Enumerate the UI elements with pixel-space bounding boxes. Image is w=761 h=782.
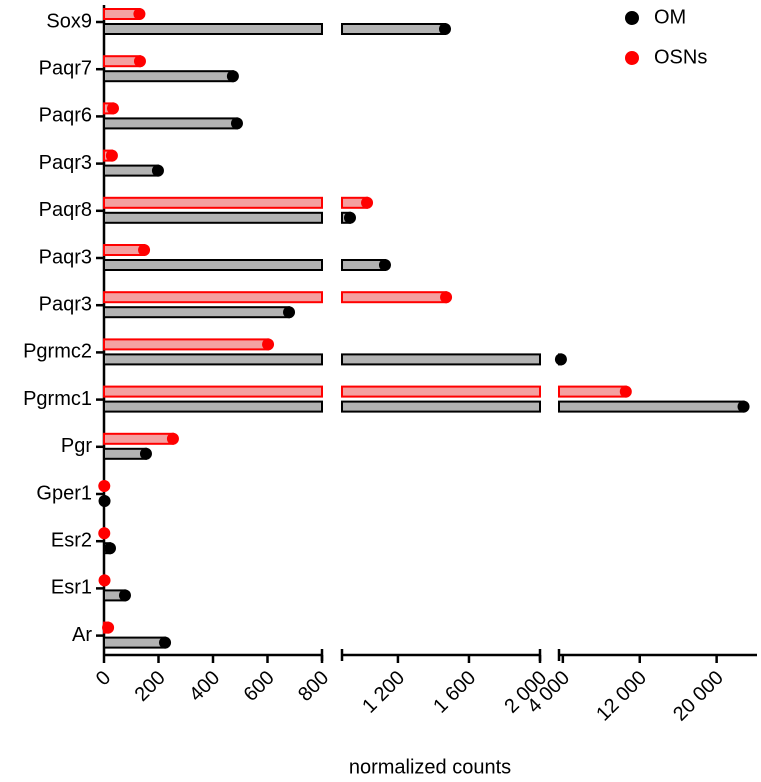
bar [103,164,159,177]
y-tick-label: Ar [72,624,92,646]
point [378,259,391,271]
bar [341,23,446,35]
point [159,636,172,649]
point [151,164,164,177]
point [139,447,152,460]
bar [341,259,386,271]
y-tick-label: Paqr3 [39,293,92,315]
point [98,480,111,492]
point [737,400,750,413]
point [102,621,115,634]
bar [103,291,323,304]
legend-marker [625,51,639,65]
bar [341,400,541,413]
point [133,8,146,20]
bar [103,432,174,445]
point [440,291,453,304]
point [438,23,451,35]
bar [103,306,291,319]
point [98,495,111,507]
point [133,55,146,68]
bar [103,259,323,271]
x-tick-label: 12 000 [592,667,651,726]
point [619,385,632,398]
point [361,196,374,209]
y-tick-label: Paqr3 [39,246,92,268]
bar [103,447,147,460]
point [98,574,111,587]
point [138,244,151,256]
bar [341,385,541,398]
y-tick-label: Gper1 [36,482,92,504]
point [105,149,118,162]
y-tick-label: Paqr3 [39,152,92,174]
point [118,589,131,602]
point [554,353,567,366]
y-tick-label: Paqr6 [39,105,92,127]
bar [558,385,627,398]
x-tick-label: 0 [92,667,115,690]
x-tick-label: 1 200 [358,667,409,718]
point [283,306,296,319]
y-tick-label: Esr2 [51,529,92,551]
x-tick-label: 200 [131,667,170,706]
bar [103,244,146,256]
bar [103,338,270,351]
y-tick-label: Paqr8 [39,199,92,221]
y-tick-label: Pgrmc1 [23,388,92,410]
y-tick-label: Pgr [61,435,92,457]
point [226,70,239,83]
point [343,211,356,224]
y-tick-label: Esr1 [51,577,92,599]
x-tick-label: 1 600 [429,667,480,718]
point [106,102,119,115]
bar [341,291,448,304]
x-tick-label: 400 [185,667,224,706]
legend-marker [625,11,639,25]
legend-label: OSNs [654,46,707,68]
y-tick-label: Pgrmc2 [23,341,92,363]
bar [103,400,323,413]
bar [341,353,541,366]
point [103,542,116,555]
x-axis-label: normalized counts [349,756,511,778]
x-tick-label: 800 [294,667,333,706]
point [230,117,243,130]
x-tick-label: 20 000 [669,667,728,726]
point [166,432,179,445]
bar [103,117,238,130]
y-tick-label: Sox9 [46,10,92,32]
point [98,527,111,540]
bar [103,385,323,398]
x-tick-label: 600 [240,667,279,706]
y-tick-label: Paqr7 [39,57,92,79]
legend-label: OM [654,6,686,28]
point [262,338,275,351]
bar [103,23,323,35]
bar [103,636,167,649]
bar [558,400,745,413]
bar [103,353,323,366]
bar [103,70,234,83]
bar [103,196,323,209]
bar [103,211,323,224]
